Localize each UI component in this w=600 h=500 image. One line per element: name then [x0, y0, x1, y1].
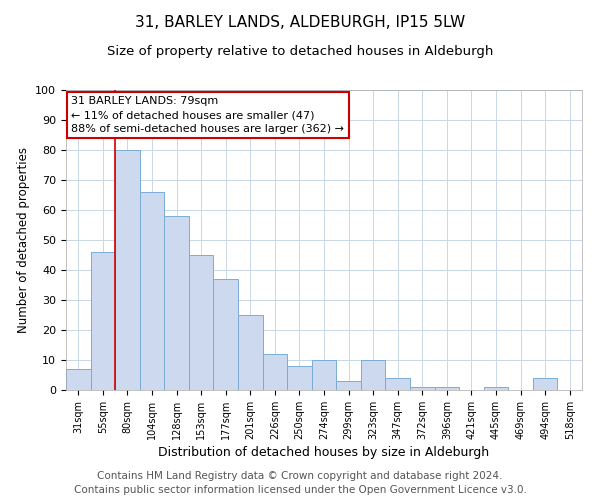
Bar	[66, 369, 91, 390]
Bar	[164, 216, 189, 390]
Bar	[533, 378, 557, 390]
Bar	[91, 252, 115, 390]
Bar	[115, 150, 140, 390]
Text: 31 BARLEY LANDS: 79sqm
← 11% of detached houses are smaller (47)
88% of semi-det: 31 BARLEY LANDS: 79sqm ← 11% of detached…	[71, 96, 344, 134]
Bar	[434, 387, 459, 390]
Bar	[385, 378, 410, 390]
Bar	[336, 381, 361, 390]
Bar	[312, 360, 336, 390]
Bar	[287, 366, 312, 390]
Bar	[484, 387, 508, 390]
Bar	[140, 192, 164, 390]
Text: Contains HM Land Registry data © Crown copyright and database right 2024.
Contai: Contains HM Land Registry data © Crown c…	[74, 471, 526, 495]
Bar	[238, 315, 263, 390]
Bar	[361, 360, 385, 390]
Bar	[410, 387, 434, 390]
X-axis label: Distribution of detached houses by size in Aldeburgh: Distribution of detached houses by size …	[158, 446, 490, 459]
Bar	[263, 354, 287, 390]
Bar	[214, 279, 238, 390]
Bar	[189, 255, 214, 390]
Text: 31, BARLEY LANDS, ALDEBURGH, IP15 5LW: 31, BARLEY LANDS, ALDEBURGH, IP15 5LW	[135, 15, 465, 30]
Text: Size of property relative to detached houses in Aldeburgh: Size of property relative to detached ho…	[107, 45, 493, 58]
Y-axis label: Number of detached properties: Number of detached properties	[17, 147, 30, 333]
